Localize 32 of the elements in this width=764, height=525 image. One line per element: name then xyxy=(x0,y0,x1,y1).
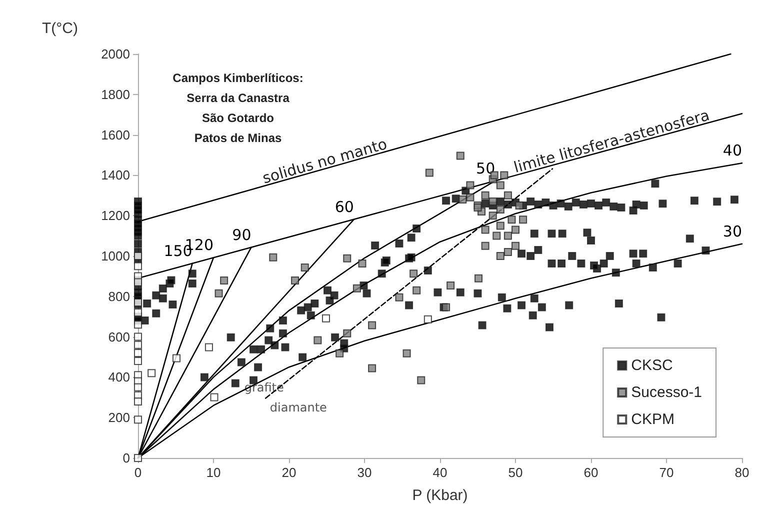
series-label: 60 xyxy=(334,198,354,216)
y-tick-label: 0 xyxy=(122,450,130,466)
y-tick-label: 400 xyxy=(108,370,130,385)
x-tick-label: 0 xyxy=(134,465,142,480)
y-tick-label: 1400 xyxy=(101,168,130,183)
series-label: 40 xyxy=(722,142,742,160)
series-label: 30 xyxy=(722,222,742,240)
x-tick-label: 20 xyxy=(282,465,296,480)
y-tick-label: 600 xyxy=(108,329,130,344)
x-axis-title: P (Kbar) xyxy=(412,487,468,504)
x-tick-label: 30 xyxy=(357,465,372,480)
y-tick-label: 1000 xyxy=(101,248,130,264)
y-tick-label: 1600 xyxy=(101,127,130,142)
annotation: diamante xyxy=(270,400,327,415)
y-tick-label: 800 xyxy=(108,288,130,304)
y-tick-label: 200 xyxy=(108,410,130,426)
y-tick-label: 1200 xyxy=(101,208,130,224)
x-tick-label: 80 xyxy=(734,465,750,480)
series-label: 50 xyxy=(476,159,496,178)
y-tick-label: 2000 xyxy=(101,46,130,62)
x-tick-label: 10 xyxy=(206,465,221,480)
legend-label: CKSC xyxy=(631,357,673,374)
annotation: Campos Kimberlíticos: Serra da Canastra São Gotardo Patos de Minas xyxy=(172,71,304,145)
x-tick-label: 50 xyxy=(508,465,523,480)
y-axis-title: T(°C) xyxy=(42,20,78,37)
x-tick-label: 70 xyxy=(659,465,674,480)
legend-label: CKPM xyxy=(631,411,674,428)
x-tick-label: 60 xyxy=(584,465,598,480)
y-tick-label: 1800 xyxy=(101,86,130,102)
x-tick-label: 40 xyxy=(432,465,448,480)
series-label: 90 xyxy=(232,226,252,244)
legend-label: Sucesso-1 xyxy=(631,384,702,401)
